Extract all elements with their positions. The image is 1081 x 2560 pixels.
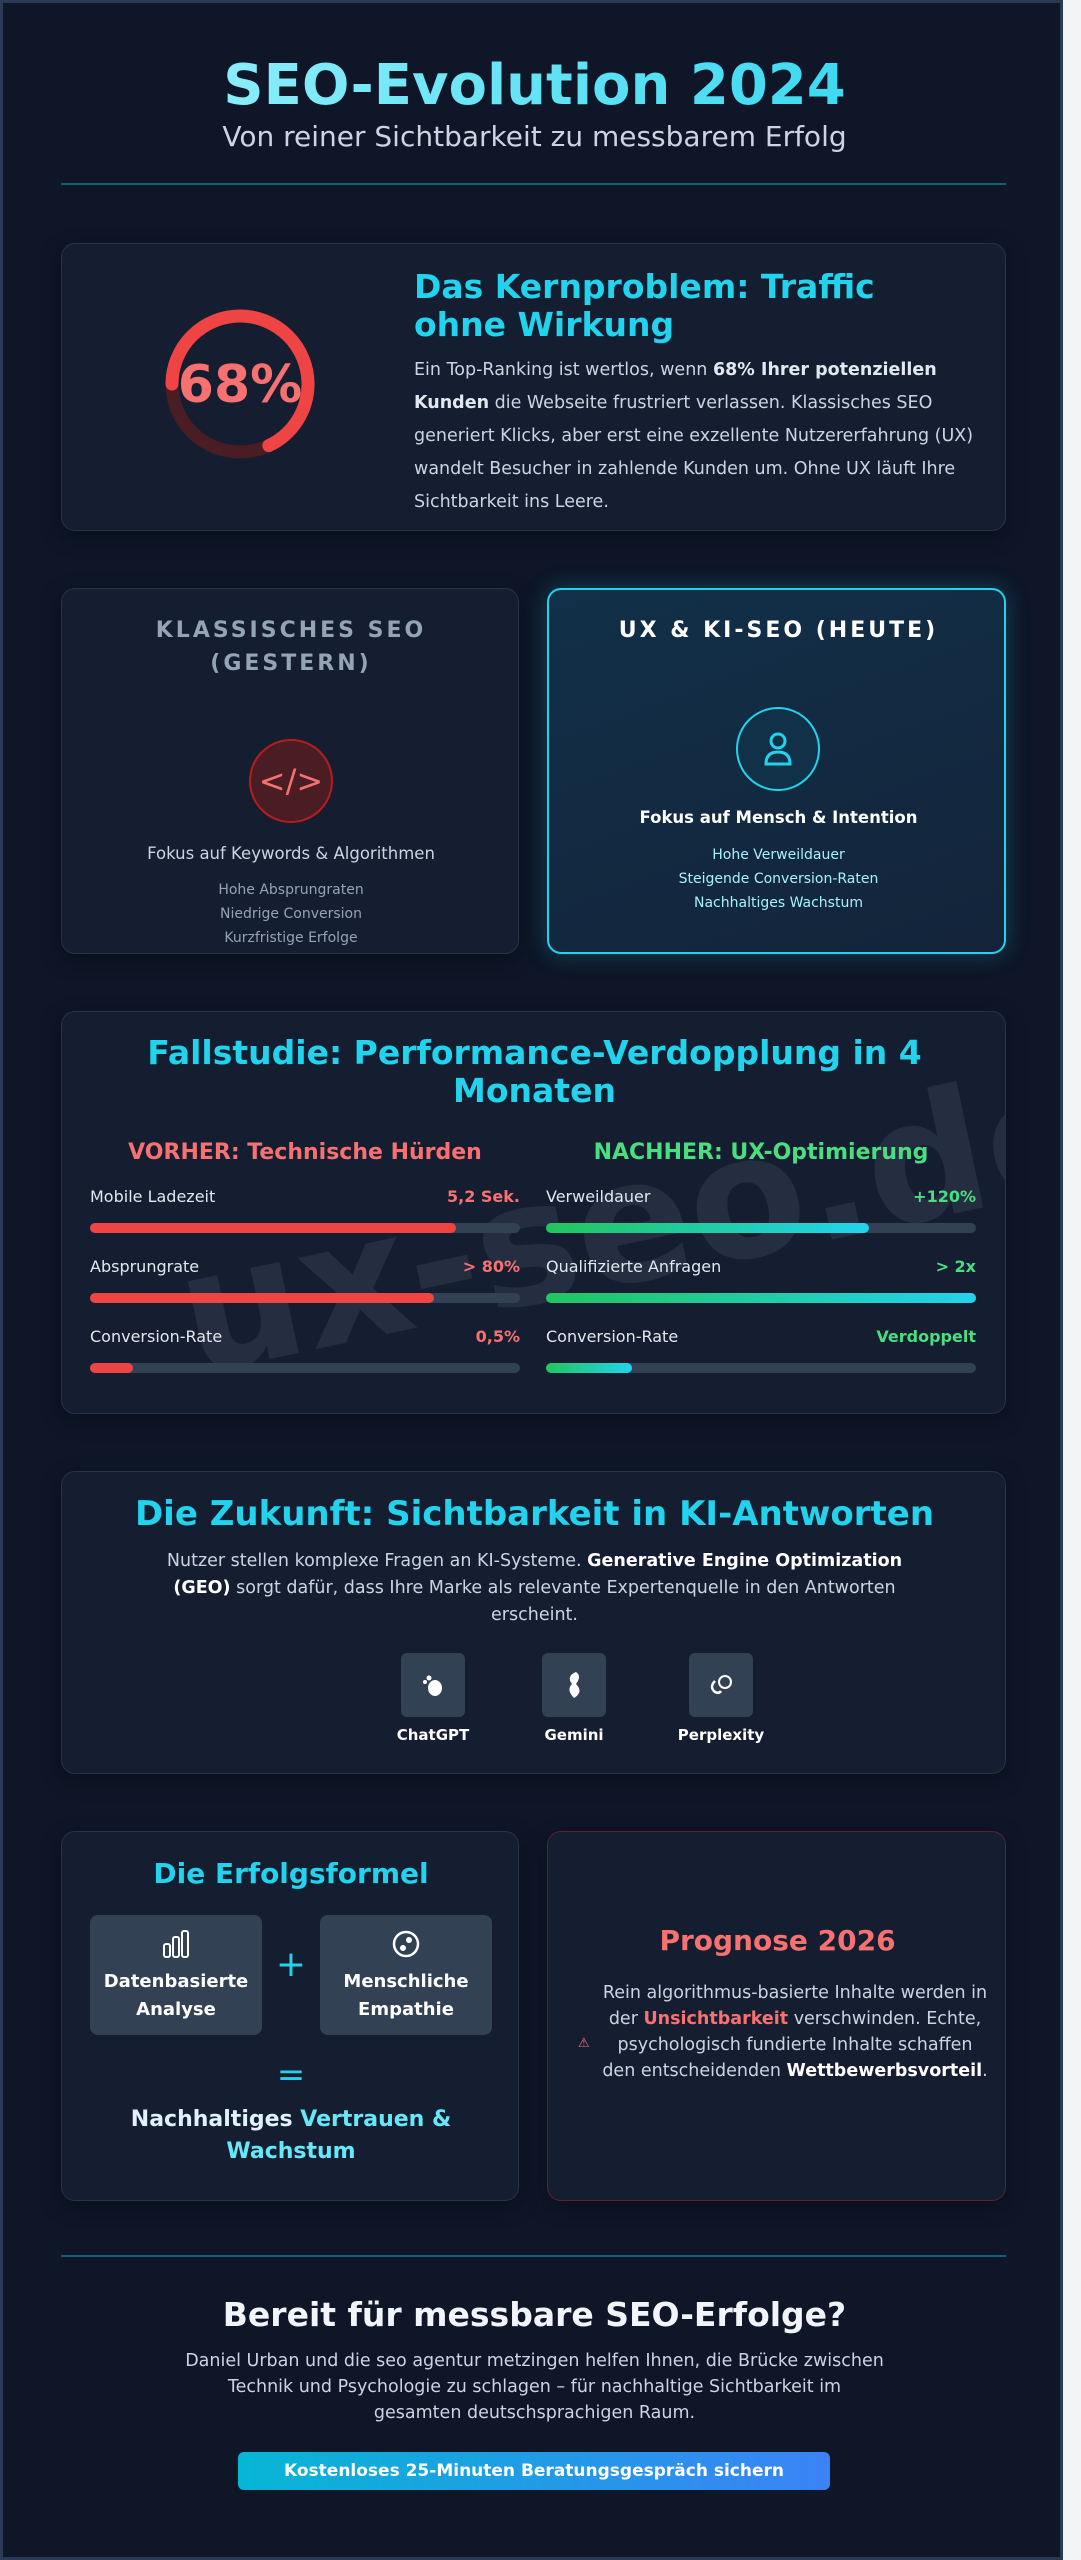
formula-title: Die Erfolgsformel [153,1857,429,1890]
modern-item: Nachhaltiges Wachstum [694,895,863,911]
page-title: SEO-Evolution 2024 [3,53,1066,118]
classic-seo-card: KLASSISCHES SEO (GESTERN) </> Fokus auf … [61,588,519,954]
divider [61,183,1006,185]
future-card: Die Zukunft: Sichtbarkeit in KI-Antworte… [61,1471,1006,1774]
tool-name: ChatGPT [396,1726,470,1744]
modern-seo-card: UX & KI-SEO (HEUTE) Fokus auf Mensch & I… [547,588,1006,954]
metric-label: Verweildauer [546,1187,651,1206]
metric-bar-track [90,1363,520,1373]
problem-title: Das Kernproblem: Traffic ohne Wirkung [414,267,875,344]
future-text: Nutzer stellen komplexe Fragen an KI-Sys… [166,1551,903,1625]
problem-card: 68% Das Kernproblem: Traffic ohne Wirkun… [61,243,1006,531]
perplexity-icon[interactable] [689,1653,753,1717]
metric-bar-track [546,1363,976,1373]
classic-item: Niedrige Conversion [220,906,362,922]
problem-text: Ein Top-Ranking ist wertlos, wenn 68% Ih… [414,360,974,512]
metric-bar-track [546,1223,976,1233]
tool-name: Perplexity [677,1726,765,1744]
chatgpt-icon[interactable] [401,1653,465,1717]
forecast-card: Prognose 2026 ⚠ Rein algorithmus-basiert… [547,1831,1006,2201]
metric-bar-track [90,1223,520,1233]
classic-item: Hohe Absprungraten [218,882,364,898]
formula-a: Datenbasierte Analyse [103,1971,249,2020]
after-heading: NACHHER: UX-Optimierung [593,1140,929,1165]
forecast-title: Prognose 2026 [659,1924,896,1957]
user-icon [736,707,820,791]
modern-focus: Fokus auf Mensch & Intention [639,808,918,827]
metric-label: Mobile Ladezeit [90,1187,216,1206]
code-icon: </> [249,739,333,823]
brain-icon [392,1930,420,1958]
tool-name: Gemini [544,1726,604,1744]
metric-bar-track [546,1293,976,1303]
metric-value: +120% [913,1187,976,1206]
page-subtitle: Von reiner Sichtbarkeit zu messbarem Erf… [222,120,847,153]
metric-bar-track [90,1293,520,1303]
case-study-card: ux-seo.de Fallstudie: Performance-Verdop… [61,1011,1006,1414]
metric-value: > 80% [462,1257,520,1276]
metric-bar-fill [90,1223,456,1233]
formula-card: Die Erfolgsformel Datenbasierte Analyse … [61,1831,519,2201]
modern-item: Hohe Verweildauer [712,847,845,863]
metric-label: Conversion-Rate [546,1327,679,1346]
data-analysis-box: Datenbasierte Analyse [90,1915,262,2035]
gauge-label: 68% [178,355,302,415]
warning-icon: ⚠ [578,2036,590,2051]
metric-bar-fill [90,1293,434,1303]
classic-title: KLASSISCHES SEO (GESTERN) [155,618,427,676]
gauge-68-percent: 68% [165,309,315,459]
metric-value: > 2x [935,1257,976,1276]
cta-button[interactable]: Kostenloses 25-Minuten Beratungsgespräch… [238,2452,830,2490]
gemini-icon[interactable] [542,1653,606,1717]
metric-bar-fill [546,1223,869,1233]
metric-value: 5,2 Sek. [446,1187,520,1206]
metric-bar-fill [90,1363,133,1373]
cta-title: Bereit für messbare SEO-Erfolge? [222,2295,847,2334]
case-title: Fallstudie: Performance-Verdopplung in 4… [147,1033,922,1110]
bar-chart-icon [163,1930,189,1958]
future-title: Die Zukunft: Sichtbarkeit in KI-Antworte… [134,1494,935,1534]
metric-label: Absprungrate [90,1257,200,1276]
classic-item: Kurzfristige Erfolge [224,930,358,946]
metric-value: 0,5% [475,1327,520,1346]
equals-sign: = [276,2055,306,2095]
metric-bar-fill [546,1293,976,1303]
modern-title: UX & KI-SEO (HEUTE) [618,618,939,643]
formula-result: Nachhaltiges Vertrauen & Wachstum [130,2107,452,2164]
metric-value: Verdoppelt [876,1327,976,1346]
metric-label: Conversion-Rate [90,1327,223,1346]
header: SEO-Evolution 2024 Von reiner Sichtbarke… [3,53,1066,153]
gauge-arc [165,309,315,459]
modern-item: Steigende Conversion-Raten [678,871,879,887]
divider [61,2255,1006,2257]
cta-text: Daniel Urban und die seo agentur metzing… [185,2351,884,2423]
formula-b: Menschliche Empathie [343,1971,469,2020]
metric-label: Qualifizierte Anfragen [546,1257,722,1276]
plus-sign: + [275,1944,307,1985]
before-heading: VORHER: Technische Hürden [128,1140,482,1165]
classic-focus: Fokus auf Keywords & Algorithmen [147,844,435,863]
empathy-box: Menschliche Empathie [320,1915,492,2035]
metric-bar-fill [546,1363,632,1373]
forecast-text: Rein algorithmus-basierte Inhalte werden… [602,1983,988,2081]
